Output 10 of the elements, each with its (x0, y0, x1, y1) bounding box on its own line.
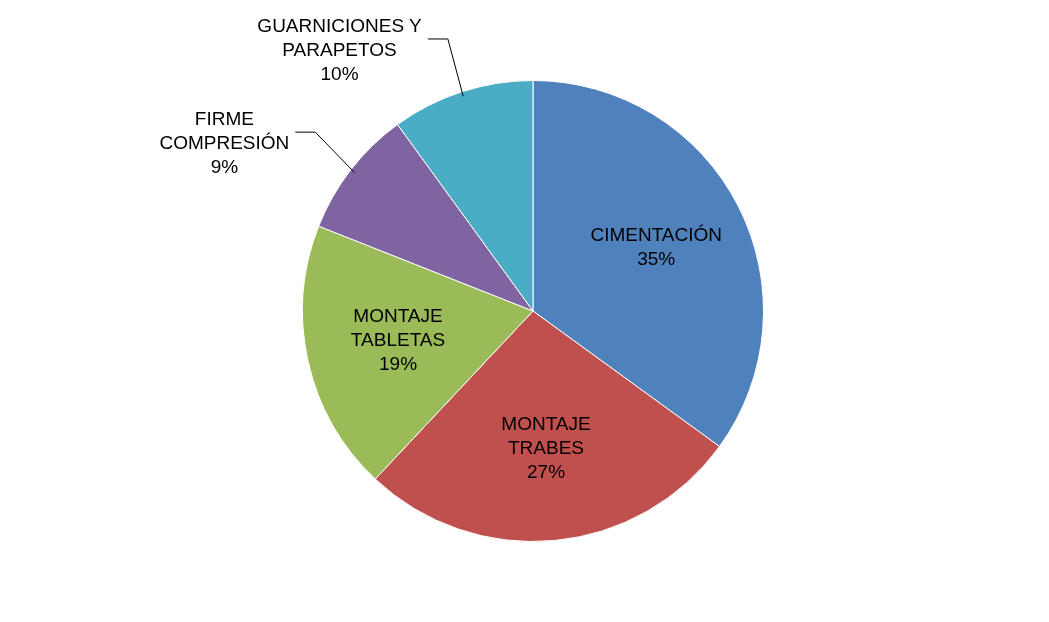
data-label: 27% (527, 460, 566, 482)
data-label: 19% (379, 353, 418, 375)
slice-label: CIMENTACIÓN (590, 224, 723, 246)
slice-label: MONTAJE TRABES (501, 412, 591, 458)
data-label: 9% (210, 156, 239, 178)
slice-label: FIRME COMPRESIÓN (159, 108, 290, 154)
data-label: 35% (637, 248, 676, 270)
slice-label: GUARNICIONES Y PARAPETOS (257, 15, 423, 61)
data-label: 10% (320, 63, 359, 85)
slice-label: MONTAJE TABLETAS (350, 305, 446, 351)
